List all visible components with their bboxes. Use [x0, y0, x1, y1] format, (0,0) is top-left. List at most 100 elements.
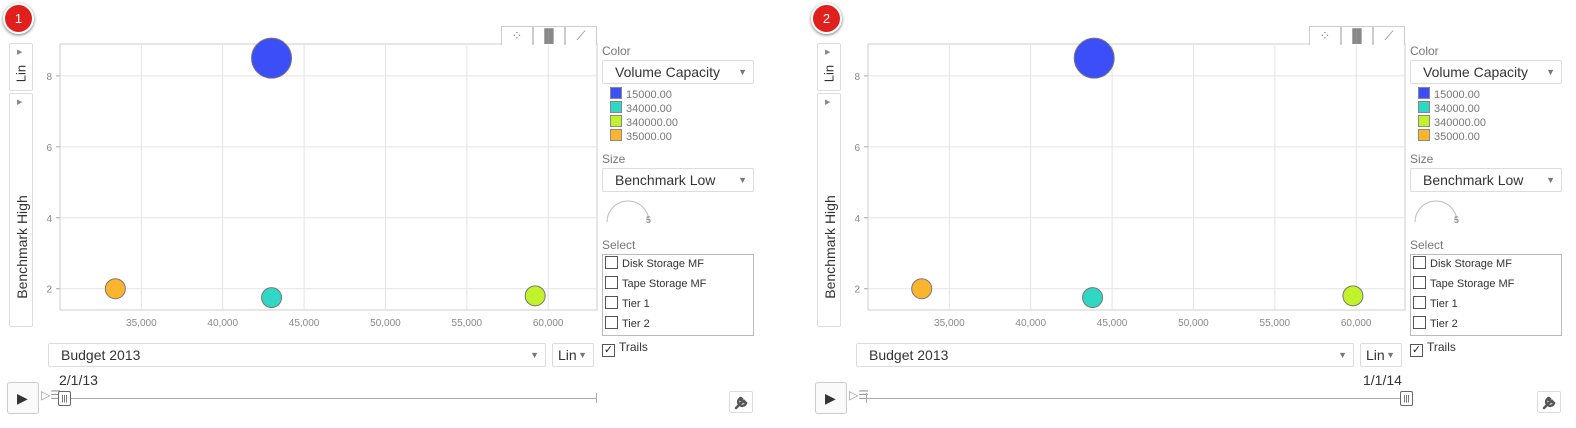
scatter-plot: 35,000 40,000 45,000 50,000 55,000 60,000 2 4 6 8	[854, 37, 1406, 329]
data-bubble	[261, 287, 283, 309]
y-scale-dropdown[interactable]: ▶ Lin	[9, 43, 33, 91]
select-item[interactable]: Tier 2	[1411, 315, 1561, 335]
x-tick-label: 35,000	[934, 318, 965, 329]
size-label: Size	[1410, 152, 1434, 166]
legend-swatch	[1418, 129, 1430, 141]
play-button[interactable]: ▶	[815, 382, 847, 414]
play-icon: ▶	[825, 390, 836, 406]
line-chart-icon[interactable]: ⟋	[1373, 26, 1405, 45]
trails-toggle[interactable]: ✓ Trails	[602, 340, 648, 357]
legend-swatch	[610, 101, 622, 113]
legend-item: 34000.00	[602, 101, 754, 115]
y-tick-label: 4	[46, 214, 52, 225]
x-tick-label: 40,000	[207, 318, 238, 329]
y-scale-dropdown[interactable]: ▶ Lin	[817, 43, 841, 91]
y-tick-label: 4	[854, 214, 860, 225]
size-indicator: 5	[602, 192, 754, 232]
legend-item: 35000.00	[1410, 129, 1562, 143]
x-axis-dropdown[interactable]: Budget 2013 ▼	[48, 343, 546, 367]
checkbox[interactable]	[1413, 276, 1426, 289]
bar-chart-icon[interactable]: ▐▌	[533, 26, 565, 45]
bubble-chart-icon[interactable]: ⁘	[501, 26, 533, 45]
color-dropdown[interactable]: Volume Capacity ▼	[1410, 60, 1562, 84]
y-tick-label: 2	[854, 285, 860, 296]
line-chart-icon[interactable]: ⟋	[565, 26, 597, 45]
speed-icon[interactable]: ▷☰	[849, 388, 869, 402]
checkbox[interactable]	[605, 296, 618, 309]
x-scale-dropdown[interactable]: Lin ▼	[1360, 343, 1402, 367]
checkbox[interactable]	[1413, 256, 1426, 269]
slider-end-tick	[596, 393, 597, 403]
motion-chart-panel: 35,000 40,000 45,000 50,000 55,000 60,000 2 4 6 8…	[808, 0, 1576, 428]
chart-options-sidebar: Color Volume Capacity ▼ 15000.00 34000.00…	[602, 44, 754, 357]
checkbox[interactable]	[605, 316, 618, 329]
bar-chart-icon[interactable]: ▐▌	[1341, 26, 1373, 45]
play-icon: ▶	[17, 390, 28, 406]
step-badge: 1	[3, 3, 34, 34]
legend-item: 340000.00	[602, 115, 754, 129]
color-dropdown[interactable]: Volume Capacity ▼	[602, 60, 754, 84]
color-label: Color	[602, 44, 631, 58]
data-bubble	[1073, 37, 1115, 79]
size-dropdown[interactable]: Benchmark Low ▼	[1410, 168, 1562, 192]
data-bubble	[911, 278, 933, 300]
time-slider-thumb[interactable]: |||	[58, 391, 71, 406]
select-label: Select	[602, 238, 636, 252]
select-item[interactable]: Tier 1	[603, 295, 753, 315]
checkbox[interactable]	[1413, 316, 1426, 329]
chevron-down-icon: ▼	[1338, 350, 1347, 360]
y-tick-label: 8	[46, 72, 52, 83]
checkbox[interactable]	[605, 276, 618, 289]
trails-toggle[interactable]: ✓ Trails	[1410, 340, 1456, 357]
select-item[interactable]: Disk Storage MF	[603, 255, 753, 275]
x-tick-label: 45,000	[289, 318, 320, 329]
data-bubble	[524, 285, 546, 307]
x-axis-dropdown[interactable]: Budget 2013 ▼	[856, 343, 1354, 367]
step-badge: 2	[811, 3, 842, 34]
play-button[interactable]: ▶	[7, 382, 39, 414]
wrench-icon[interactable]	[729, 391, 753, 413]
select-item[interactable]: Tier 1	[1411, 295, 1561, 315]
x-tick-label: 50,000	[370, 318, 401, 329]
x-tick-label: 60,000	[1341, 318, 1372, 329]
select-item[interactable]: Disk Storage MF	[1411, 255, 1561, 275]
triangle-right-icon: ▶	[17, 49, 23, 56]
chart-options-sidebar: Color Volume Capacity ▼ 15000.00 34000.00…	[1410, 44, 1562, 357]
time-slider-track[interactable]	[58, 398, 596, 399]
select-list: Disk Storage MF Tape Storage MF Tier 1 T…	[602, 254, 754, 336]
chevron-down-icon: ▼	[530, 350, 539, 360]
x-scale-dropdown[interactable]: Lin ▼	[552, 343, 594, 367]
chevron-down-icon: ▼	[578, 350, 587, 360]
y-tick-label: 2	[46, 285, 52, 296]
scatter-plot: 35,000 40,000 45,000 50,000 55,000 60,000 2 4 6 8	[46, 37, 598, 329]
checkbox[interactable]	[605, 256, 618, 269]
legend-swatch	[1418, 101, 1430, 113]
legend-swatch	[1418, 115, 1430, 127]
select-item[interactable]: Tape Storage MF	[603, 275, 753, 295]
trails-checkbox[interactable]: ✓	[1410, 344, 1423, 357]
wrench-icon[interactable]	[1537, 391, 1561, 413]
size-dropdown[interactable]: Benchmark Low ▼	[602, 168, 754, 192]
legend-item: 15000.00	[602, 87, 754, 101]
time-slider-thumb[interactable]: |||	[1400, 391, 1413, 406]
time-slider-track[interactable]	[866, 398, 1404, 399]
legend-swatch	[1418, 87, 1430, 99]
triangle-right-icon: ▶	[825, 99, 831, 106]
y-axis-dropdown[interactable]: ▶ Benchmark High	[817, 93, 841, 327]
trails-checkbox[interactable]: ✓	[602, 344, 615, 357]
size-arc-icon	[1414, 200, 1458, 223]
select-item[interactable]: Tier 2	[603, 315, 753, 335]
color-legend: 15000.00 34000.00 340000.00 35000.00	[602, 87, 754, 143]
y-axis-dropdown[interactable]: ▶ Benchmark High	[9, 93, 33, 327]
select-item[interactable]: Tape Storage MF	[1411, 275, 1561, 295]
checkbox[interactable]	[1413, 296, 1426, 309]
size-arc-icon	[606, 200, 650, 223]
bubble-chart-icon[interactable]: ⁘	[1309, 26, 1341, 45]
select-label: Select	[1410, 238, 1444, 252]
chevron-down-icon: ▼	[1546, 67, 1555, 77]
speed-icon[interactable]: ▷☰	[41, 388, 61, 402]
size-label: Size	[602, 152, 626, 166]
chart-type-tabs: ⁘ ▐▌ ⟋	[1309, 26, 1405, 45]
y-tick-label: 6	[854, 143, 860, 154]
data-bubble	[1342, 285, 1364, 307]
